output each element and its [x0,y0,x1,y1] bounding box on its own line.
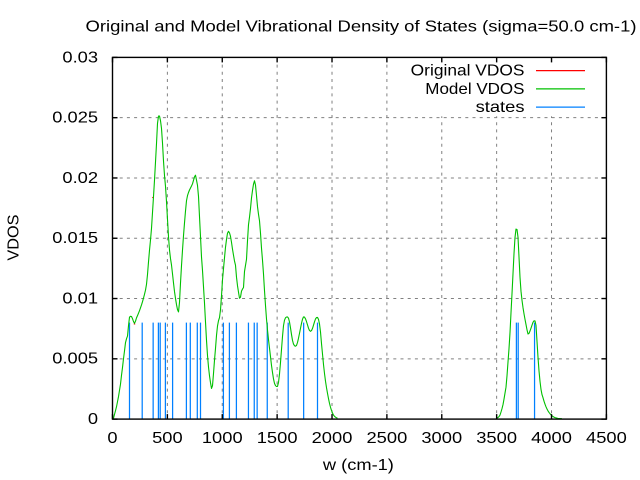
svg-text:4000: 4000 [531,430,572,447]
svg-text:2000: 2000 [312,430,353,447]
svg-text:3000: 3000 [421,430,462,447]
svg-text:4500: 4500 [586,430,627,447]
svg-text:Model VDOS: Model VDOS [425,81,524,98]
svg-text:0: 0 [107,430,117,447]
svg-text:3500: 3500 [476,430,517,447]
svg-text:states: states [476,99,525,116]
svg-text:VDOS: VDOS [5,215,22,261]
svg-text:1500: 1500 [257,430,298,447]
svg-text:0: 0 [88,411,98,428]
svg-text:0.03: 0.03 [62,49,98,66]
svg-text:2500: 2500 [366,430,407,447]
svg-text:0.015: 0.015 [52,230,98,247]
svg-text:0.025: 0.025 [52,110,98,127]
svg-text:0.01: 0.01 [62,290,98,307]
svg-text:500: 500 [152,430,183,447]
svg-text:0.02: 0.02 [62,170,98,187]
svg-text:Original VDOS: Original VDOS [411,63,525,80]
svg-text:Original and Model Vibrational: Original and Model Vibrational Density o… [86,19,637,36]
svg-text:w (cm-1): w (cm-1) [322,457,394,474]
svg-text:0.005: 0.005 [52,351,98,368]
svg-text:1000: 1000 [202,430,243,447]
